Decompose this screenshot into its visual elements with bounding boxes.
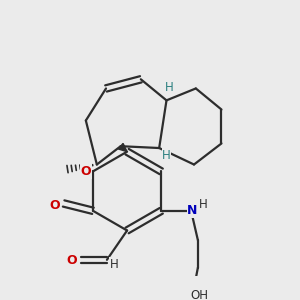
Text: O: O — [49, 199, 60, 212]
Text: H: H — [162, 149, 171, 162]
Text: H: H — [110, 258, 118, 271]
Text: H: H — [165, 81, 174, 94]
Polygon shape — [118, 143, 127, 152]
Text: N: N — [187, 204, 198, 217]
Text: H: H — [199, 198, 208, 211]
Text: O: O — [67, 254, 77, 267]
Text: O: O — [80, 165, 91, 178]
Text: OH: OH — [191, 289, 209, 300]
